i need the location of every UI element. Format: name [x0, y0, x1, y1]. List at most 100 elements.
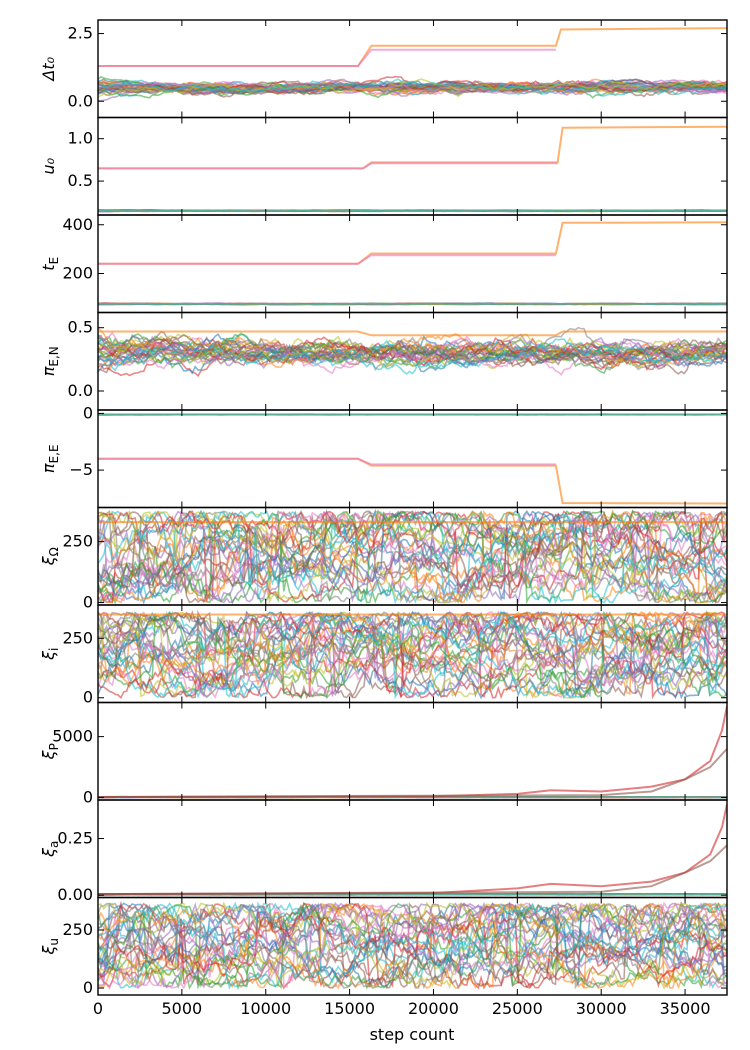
walker-trace: [98, 610, 727, 699]
y-tick-label: 200: [62, 264, 93, 283]
walker-trace: [98, 903, 727, 990]
panel-frame: [97, 896, 728, 996]
walker-trace: [98, 610, 727, 699]
outlier-walker-trace: [98, 162, 558, 170]
walker-trace: [98, 334, 727, 374]
walker-trace: [98, 510, 727, 604]
x-tick-label: 30000: [576, 999, 627, 1018]
walker-trace: [98, 902, 727, 989]
panel-frame: [97, 19, 728, 119]
outlier-walker-trace: [98, 804, 727, 896]
y-tick-label: 0.0: [68, 381, 93, 400]
outlier-walker-trace: [98, 254, 556, 265]
x-tick-label: 0: [93, 999, 103, 1018]
panel-3: 0.0 0.5 πE,N: [39, 311, 728, 411]
walker-trace: [98, 902, 727, 990]
x-axis-label: step count: [370, 1025, 455, 1044]
panel-2: 200 400 tE: [39, 214, 728, 314]
outlier-walker-trace: [98, 27, 727, 67]
walker-lines: [98, 804, 727, 896]
walker-trace: [98, 510, 727, 604]
trace-panels: 0.0 2.5 Δt₀ 0.5 1.0 u₀ 200 400 tE 0.0 0.5 πE,N 0 −5 πE…: [39, 19, 728, 1018]
walker-trace: [98, 413, 727, 416]
y-axis-label: ξa: [39, 841, 61, 858]
y-axis-label: πE,E: [39, 444, 61, 473]
walker-trace: [98, 903, 727, 990]
y-axis-label: ξi: [39, 648, 61, 661]
y-tick-label: 400: [62, 215, 93, 234]
panel-0: 0.0 2.5 Δt₀: [39, 19, 728, 119]
outlier-walker-trace: [98, 48, 556, 67]
outlier-walker-trace: [98, 748, 727, 798]
panel-frame: [97, 701, 728, 801]
walker-trace: [98, 80, 727, 93]
y-tick-label: 0: [83, 788, 93, 807]
y-axis-label: u₀: [39, 157, 58, 174]
outlier-walker-trace: [98, 844, 727, 896]
walker-trace: [98, 302, 727, 306]
y-tick-label: −5: [69, 460, 93, 479]
x-tick-label: 35000: [660, 999, 711, 1018]
panel-1: 0.5 1.0 u₀: [39, 116, 728, 216]
y-tick-label: 0: [83, 978, 93, 997]
walker-trace: [98, 79, 727, 98]
y-tick-label: 0: [83, 593, 93, 612]
walker-lines: [98, 326, 727, 378]
walker-trace: [98, 511, 727, 603]
walker-lines: [98, 508, 727, 605]
walker-trace: [98, 901, 727, 987]
y-tick-label: 0.5: [68, 171, 93, 190]
walker-trace: [98, 609, 727, 699]
walker-trace: [98, 338, 727, 375]
y-tick-label: 0.00: [57, 885, 93, 904]
walker-trace: [98, 508, 727, 604]
panel-frame: [97, 116, 728, 216]
walker-lines: [98, 221, 727, 306]
walker-lines: [98, 609, 727, 700]
walker-trace: [98, 209, 727, 213]
x-tick-label: 15000: [324, 999, 375, 1018]
y-tick-label: 1.0: [68, 129, 93, 148]
walker-trace: [98, 335, 727, 367]
y-tick-label: 250: [62, 920, 93, 939]
y-tick-label: 0.0: [68, 91, 93, 110]
y-tick-label: 0.5: [68, 318, 93, 337]
y-tick-label: 2.5: [68, 24, 93, 43]
walker-lines: [98, 125, 727, 213]
walker-lines: [98, 27, 727, 102]
walker-trace: [98, 78, 727, 97]
walker-trace: [98, 510, 727, 604]
walker-trace: [98, 337, 727, 372]
y-tick-label: 0.25: [57, 829, 93, 848]
x-tick-label: 10000: [240, 999, 291, 1018]
walker-trace: [98, 333, 727, 369]
y-tick-label: 0: [83, 688, 93, 707]
outlier-walker-trace: [98, 221, 727, 265]
walker-lines: [98, 413, 727, 505]
y-axis-label: Δt₀: [39, 56, 58, 82]
outlier-walker-trace: [98, 705, 727, 798]
walker-lines: [98, 705, 727, 799]
walker-trace: [98, 902, 727, 981]
y-tick-label: 250: [62, 532, 93, 551]
x-tick-label: 25000: [492, 999, 543, 1018]
x-tick-labels: 0 5000 10000 15000 20000 25000 30000 35000: [93, 999, 711, 1018]
y-axis-label: ξP: [39, 743, 61, 760]
walker-trace: [98, 611, 727, 678]
walker-trace: [98, 616, 727, 698]
x-tick-label: 5000: [162, 999, 203, 1018]
outlier-walker-trace: [98, 330, 727, 337]
y-axis-label: πE,N: [39, 346, 61, 376]
walker-lines: [98, 900, 727, 991]
outlier-walker-trace: [98, 125, 727, 170]
y-tick-label: 250: [62, 628, 93, 647]
walker-trace: [98, 902, 727, 989]
walker-trace: [98, 902, 727, 990]
walker-trace: [98, 610, 727, 697]
panel-4: 0 −5 πE,E: [39, 403, 728, 509]
